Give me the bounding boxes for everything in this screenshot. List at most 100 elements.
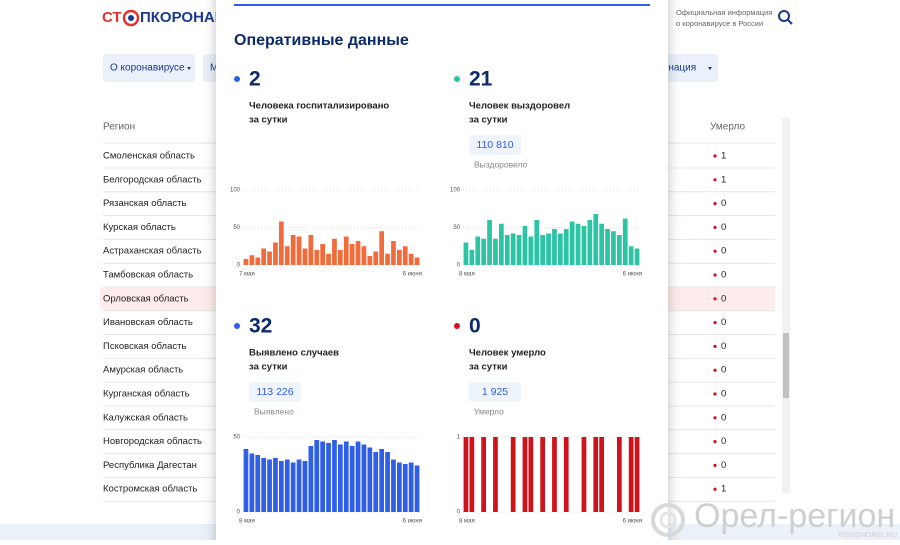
card-label: за сутки — [469, 115, 508, 126]
bar — [510, 233, 516, 265]
bar — [414, 257, 420, 265]
bar — [379, 449, 385, 512]
scrollbar-thumb[interactable] — [783, 333, 789, 398]
death-count: 0 — [721, 389, 726, 400]
card-value: 0 — [469, 315, 481, 338]
bar — [367, 447, 373, 512]
death-count: 0 — [721, 198, 726, 209]
card-value: 21 — [469, 68, 493, 91]
modal-title: Оперативные данные — [234, 32, 409, 49]
y-tick-label: 100 — [450, 188, 461, 194]
bar — [622, 218, 628, 265]
nav-caret — [187, 67, 191, 70]
total-pill — [249, 382, 301, 402]
card-label: Выявлено случаев — [249, 348, 339, 359]
death-dot — [713, 344, 717, 348]
total-label: Выявлено — [254, 406, 294, 416]
bar — [284, 246, 290, 265]
bar — [599, 437, 605, 512]
region-name[interactable]: Белгородская область — [103, 174, 202, 185]
bar — [563, 437, 569, 512]
death-dot — [713, 202, 717, 206]
death-dot — [713, 416, 717, 420]
bar — [314, 250, 320, 265]
bar — [605, 229, 610, 265]
bar — [396, 462, 402, 512]
death-count: 0 — [721, 270, 726, 281]
value-dot — [234, 323, 240, 329]
nav-button[interactable] — [103, 54, 195, 82]
bar — [469, 437, 475, 512]
y-tick-label: 50 — [233, 435, 240, 441]
death-dot — [713, 273, 717, 277]
bar — [355, 441, 361, 512]
death-dot — [713, 463, 717, 467]
bar — [593, 214, 599, 265]
bar — [296, 459, 302, 512]
region-name[interactable]: Курская область — [103, 222, 176, 233]
death-count: 1 — [721, 151, 726, 162]
bar — [408, 462, 414, 512]
bar — [314, 440, 320, 512]
total-label: Выздоровело — [474, 159, 528, 169]
logo-icon — [122, 9, 140, 27]
region-name[interactable]: Калужская область — [103, 412, 188, 423]
region-name[interactable]: Республика Дагестан — [103, 460, 197, 471]
region-name[interactable]: Новгородская область — [103, 436, 202, 447]
y-tick-label: 0 — [457, 263, 461, 269]
bar — [481, 437, 487, 512]
bar — [396, 250, 402, 265]
card-label: за сутки — [249, 115, 288, 126]
region-name[interactable]: Смоленская область — [103, 151, 195, 162]
bar — [463, 242, 469, 265]
bar — [255, 257, 261, 265]
bar — [557, 233, 563, 265]
x-label: 6 июня — [623, 272, 642, 278]
death-count: 0 — [721, 365, 726, 376]
bar — [628, 437, 634, 512]
bar — [569, 221, 575, 265]
bar — [337, 444, 343, 512]
region-name[interactable]: Амурская область — [103, 365, 183, 376]
bar — [402, 246, 408, 265]
death-count: 0 — [721, 460, 726, 471]
death-dot — [713, 368, 717, 372]
region-name[interactable]: Рязанская область — [103, 198, 186, 209]
watermark-name: Орел-регион — [694, 497, 895, 535]
region-name[interactable]: Костромская область — [103, 484, 197, 495]
bar — [552, 437, 557, 512]
y-tick-label: 50 — [453, 225, 460, 231]
death-count: 0 — [721, 341, 726, 352]
region-name[interactable]: Астраханская область — [103, 246, 202, 257]
bar — [373, 251, 379, 265]
bar — [385, 253, 390, 265]
bar — [510, 437, 516, 512]
bar — [546, 233, 551, 265]
bar — [581, 437, 587, 512]
death-dot — [713, 154, 717, 158]
bar — [593, 437, 599, 512]
bar — [493, 437, 498, 512]
nav-label: цинация — [657, 63, 696, 74]
y-tick-label: 0 — [457, 510, 461, 516]
bar — [611, 231, 616, 265]
region-name[interactable]: Ивановская область — [103, 317, 193, 328]
total-value: 113 226 — [256, 386, 293, 398]
region-name[interactable]: Орловская область — [103, 293, 189, 304]
bar — [284, 459, 290, 512]
search-icon[interactable] — [778, 10, 790, 22]
scrollbar[interactable] — [782, 118, 790, 493]
region-name[interactable]: Курганская область — [103, 389, 190, 400]
bar — [273, 458, 278, 512]
region-name[interactable]: Псковская область — [103, 341, 186, 352]
bar — [349, 244, 355, 265]
bar — [308, 446, 314, 512]
region-name[interactable]: Тамбовская область — [103, 270, 193, 281]
bar — [278, 221, 284, 265]
bar — [361, 246, 367, 265]
bar — [261, 458, 267, 512]
modal-top-line — [234, 4, 650, 6]
watermark-logo — [651, 503, 685, 537]
header-info: о коронавирусе в России — [676, 19, 763, 28]
